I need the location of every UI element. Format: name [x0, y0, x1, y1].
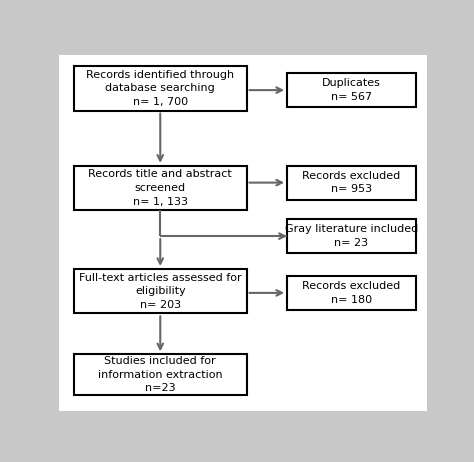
Text: Records excluded
n= 180: Records excluded n= 180	[302, 281, 401, 305]
Text: Studies included for
information extraction
n=23: Studies included for information extract…	[98, 356, 223, 393]
Text: Gray literature included
n= 23: Gray literature included n= 23	[285, 224, 418, 248]
FancyBboxPatch shape	[287, 219, 416, 253]
Text: Records excluded
n= 953: Records excluded n= 953	[302, 171, 401, 195]
Text: Duplicates
n= 567: Duplicates n= 567	[322, 79, 381, 102]
Text: Records identified through
database searching
n= 1, 700: Records identified through database sear…	[86, 70, 234, 107]
FancyBboxPatch shape	[287, 276, 416, 310]
FancyBboxPatch shape	[287, 166, 416, 200]
FancyBboxPatch shape	[74, 354, 246, 395]
FancyBboxPatch shape	[74, 269, 246, 313]
Text: Full-text articles assessed for
eligibility
n= 203: Full-text articles assessed for eligibil…	[79, 273, 242, 310]
FancyBboxPatch shape	[59, 55, 427, 411]
FancyBboxPatch shape	[287, 73, 416, 107]
FancyBboxPatch shape	[74, 166, 246, 210]
FancyBboxPatch shape	[74, 66, 246, 110]
Text: Records title and abstract
screened
n= 1, 133: Records title and abstract screened n= 1…	[88, 170, 232, 207]
